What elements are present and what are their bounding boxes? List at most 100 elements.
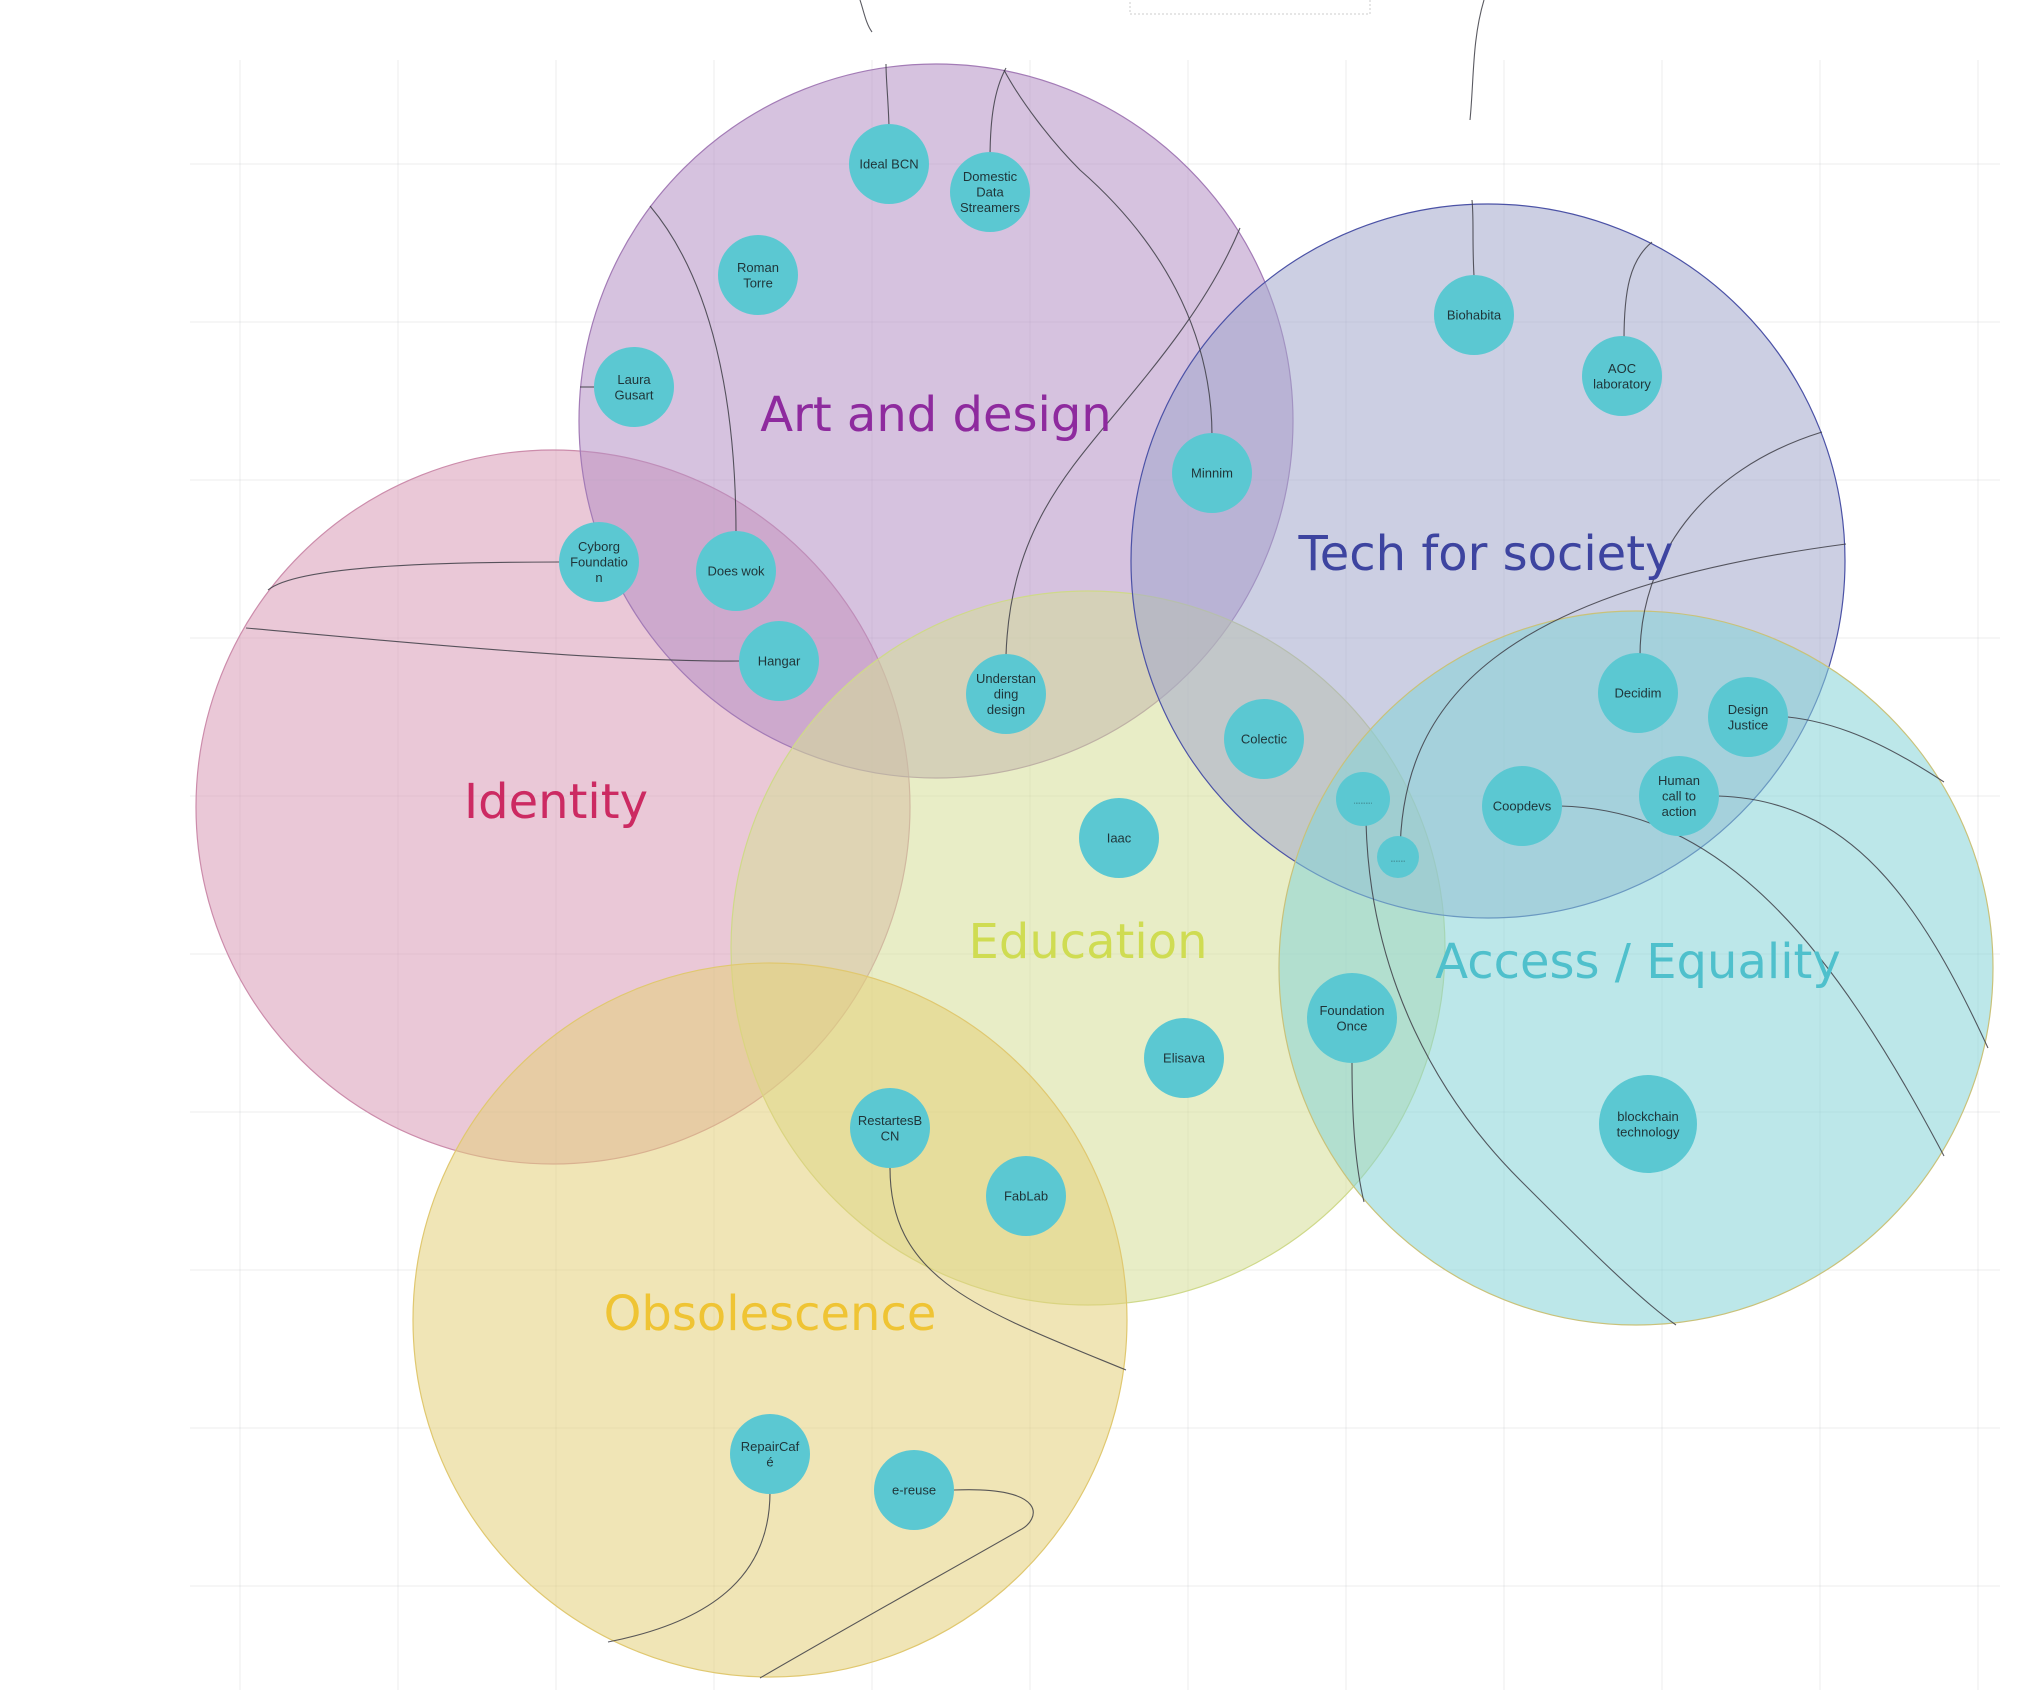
cluster-title-tech: Tech for society	[1298, 526, 1674, 582]
node-roman-torre[interactable]: Roman Torre	[718, 235, 798, 315]
node-understanding-design[interactable]: Understan ding design	[966, 654, 1046, 734]
connector-minnim	[1003, 69, 1213, 437]
node-label: Does wok	[707, 564, 765, 579]
node-fablab[interactable]: FabLab	[986, 1156, 1066, 1236]
node-circle	[1599, 1075, 1697, 1173]
node-circle	[718, 235, 798, 315]
node-circle	[1434, 275, 1514, 355]
node-label: e-reuse	[892, 1483, 936, 1498]
connector-biohabita	[1471, 199, 1475, 277]
node-label: blockchain technology	[1617, 1109, 1680, 1140]
connector-e-reuse	[759, 1489, 1034, 1679]
connector-aoc	[1623, 241, 1653, 341]
connector-repaircafe	[607, 1491, 771, 1643]
node-label: Roman Torre	[737, 260, 779, 291]
node-label: Human call to action	[1658, 773, 1700, 819]
node-label: Cyborg Foundatio n	[570, 539, 628, 585]
node-decidim[interactable]: Decidim	[1598, 653, 1678, 733]
node-circle	[1482, 766, 1562, 846]
offscreen-connector-stubs	[859, 0, 1485, 121]
node-label: Minnim	[1191, 466, 1233, 481]
node-circle	[559, 522, 639, 602]
node-human-call-to-action[interactable]: Human call to action	[1639, 756, 1719, 836]
node-label: Design Justice	[1728, 702, 1768, 733]
cluster-titles: Art and design Tech for society Identity…	[464, 387, 1841, 1342]
node-minnim[interactable]: Minnim	[1172, 433, 1252, 513]
node-laura-gusart[interactable]: Laura Gusart	[594, 347, 674, 427]
node-restartes-bcn[interactable]: RestartesB CN	[850, 1088, 930, 1168]
connector-does-wok	[649, 205, 737, 535]
node-iaac[interactable]: Iaac	[1079, 798, 1159, 878]
connector-coopdevs	[1559, 805, 1945, 1157]
node-circle	[1598, 653, 1678, 733]
connector-cyborg	[267, 561, 561, 591]
node-circle	[730, 1414, 810, 1494]
node-label: Colectic	[1241, 732, 1288, 747]
node-label: FabLab	[1004, 1189, 1048, 1204]
node-label: ...........	[1354, 800, 1373, 806]
node-label: Decidim	[1615, 686, 1662, 701]
node-circle	[874, 1450, 954, 1530]
node-circle	[739, 621, 819, 701]
node-circle	[1377, 836, 1419, 878]
cluster-title-access: Access / Equality	[1435, 934, 1841, 990]
node-label: RestartesB CN	[858, 1113, 922, 1144]
cluster-title-identity: Identity	[464, 774, 648, 830]
node-repaircafe[interactable]: RepairCaf é	[730, 1414, 810, 1494]
node-aoc-laboratory[interactable]: AOC laboratory	[1582, 336, 1662, 416]
node-label: Biohabita	[1447, 308, 1502, 323]
node-label: AOC laboratory	[1593, 361, 1651, 392]
node-label: .........	[1390, 858, 1405, 864]
node-label: Foundation Once	[1319, 1003, 1384, 1034]
node-cyborg-foundation[interactable]: Cyborg Foundatio n	[559, 522, 639, 602]
node-circle	[1079, 798, 1159, 878]
connector-layer	[245, 63, 1989, 1679]
node-circle	[1639, 756, 1719, 836]
node-circle	[1144, 1018, 1224, 1098]
node-label: RepairCaf é	[741, 1439, 800, 1470]
connector-domestic-data	[989, 67, 1007, 161]
connector-small-b	[1399, 543, 1847, 858]
node-layer: Ideal BCN Domestic Data Streamers Roman Tor…	[559, 124, 1788, 1530]
node-circle	[1336, 772, 1390, 826]
node-circle	[850, 1088, 930, 1168]
node-circle	[696, 531, 776, 611]
connector-understanding	[1005, 227, 1241, 656]
node-colectic[interactable]: Colectic	[1224, 699, 1304, 779]
node-biohabita[interactable]: Biohabita	[1434, 275, 1514, 355]
cluster-title-art: Art and design	[760, 387, 1111, 443]
node-design-justice[interactable]: Design Justice	[1708, 677, 1788, 757]
node-elisava[interactable]: Elisava	[1144, 1018, 1224, 1098]
node-circle	[1582, 336, 1662, 416]
connector-small-a	[1365, 821, 1677, 1326]
node-ideal-bcn[interactable]: Ideal BCN	[849, 124, 929, 204]
node-e-reuse[interactable]: e-reuse	[874, 1450, 954, 1530]
node-circle	[1224, 699, 1304, 779]
node-circle	[1307, 973, 1397, 1063]
node-does-wok[interactable]: Does wok	[696, 531, 776, 611]
node-hangar[interactable]: Hangar	[739, 621, 819, 701]
node-label: Ideal BCN	[859, 157, 918, 172]
connector-human-call	[1717, 795, 1989, 1049]
node-blockchain-technology[interactable]: blockchain technology	[1599, 1075, 1697, 1173]
node-foundation-once[interactable]: Foundation Once	[1307, 973, 1397, 1063]
node-circle	[1708, 677, 1788, 757]
node-label: Iaac	[1107, 831, 1132, 846]
connector-foundation-once	[1351, 1061, 1365, 1203]
node-circle	[950, 152, 1030, 232]
node-circle	[849, 124, 929, 204]
node-domestic-data-streamers[interactable]: Domestic Data Streamers	[950, 152, 1030, 232]
node-coopdevs[interactable]: Coopdevs	[1482, 766, 1562, 846]
node-small-b[interactable]: .........	[1377, 836, 1419, 878]
node-circle	[986, 1156, 1066, 1236]
node-label: Understan ding design	[976, 671, 1036, 717]
connector-restartes	[889, 1167, 1127, 1371]
cluster-circle-access[interactable]	[1278, 610, 1994, 1326]
node-label: Laura Gusart	[614, 372, 653, 403]
connector-decidim	[1639, 431, 1823, 657]
node-small-a[interactable]: ...........	[1336, 772, 1390, 826]
node-label: Domestic Data Streamers	[960, 169, 1020, 215]
cluster-layer	[195, 63, 1994, 1678]
node-circle	[966, 654, 1046, 734]
